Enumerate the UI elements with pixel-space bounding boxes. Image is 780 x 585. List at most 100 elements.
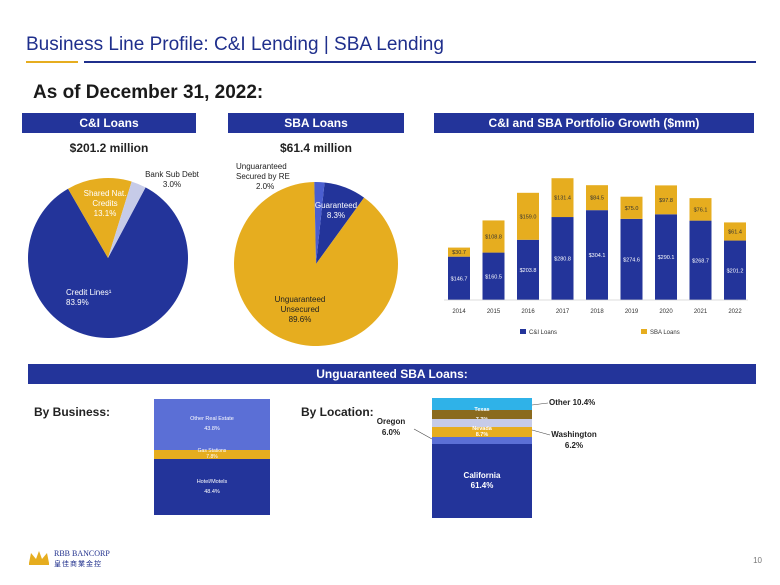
location-callout-lines [413,402,551,440]
business-seg-hotel-motels-name: Hotel/Motels [196,478,228,485]
bar-sba-2014 [448,247,470,257]
x-tick-2014: 2014 [452,309,466,315]
location-seg-nevada: Nevada 8.7% [432,426,532,438]
location-seg-california: California 61.4% [432,444,532,518]
title-rule-accent [26,61,78,63]
ci-label-shared-nat-credits: Shared Nat. Credits 13.1% [80,189,130,219]
sba-label-secured-re-pct: 2.0% [256,182,275,191]
bar-ci-2017 [551,217,574,300]
ci-slice-credit-lines [28,187,189,338]
legend-label-ci: C&I Loans [529,330,557,336]
logo-text-zh: 皇佳商業金控 [54,560,102,568]
ci-label-shared-nat-credits-pct: 13.1% [93,209,117,218]
location-callout-washington-pct: 6.2% [564,441,584,450]
logo-text-en: RBB BANCORP [54,549,110,558]
location-callout-other-pct: 10.4% [572,398,596,407]
page-title: Business Line Profile: C&I Lending | SBA… [26,34,444,55]
sba-label-unguaranteed-unsecured-name: Unguaranteed Unsecured [274,295,326,314]
label-ci-2016: $203.8 [520,268,537,274]
business-seg-gas-stations-name: Gas Stations [197,448,227,455]
sba-label-guaranteed: Guaranteed 8.3% [306,201,366,221]
bar-sba-2016 [517,192,539,240]
legend-swatch-sba [641,329,647,334]
bar-ci-2015 [482,252,505,300]
ci-slice-shared-nat-credits [68,178,132,258]
label-ci-2014: $146.7 [451,276,468,282]
label-ci-2019: $274.6 [623,257,640,263]
x-tick-2022: 2022 [728,309,742,315]
label-ci-2018: $304.1 [589,253,606,259]
business-seg-gas-stations: Gas Stations 7.8% [154,448,270,461]
location-seg-california-name: California [463,471,501,481]
sba-label-unguaranteed-unsecured: Unguaranteed Unsecured 89.6% [262,295,338,325]
label-ci-2020: $290.1 [658,255,675,261]
ci-label-shared-nat-credits-name: Shared Nat. Credits [83,189,127,208]
label-sba-2017: $131.4 [554,196,571,202]
x-tick-2016: 2016 [521,309,535,315]
bar-ci-2016 [517,239,539,300]
business-seg-hotel-motels: Hotel/Motels 48.4% [154,458,270,515]
business-seg-gas-stations-pct: 7.8% [206,454,218,461]
label-sba-2015: $108.8 [485,235,502,241]
sba-label-guaranteed-pct: 8.3% [326,211,346,220]
ci-slice-bank-sub-debt [108,181,146,258]
location-seg-oregon [432,437,532,445]
ci-label-bank-sub-debt-pct: 3.0% [162,180,182,189]
label-ci-2022: $201.2 [727,268,744,274]
location-stack: Texas 7.3% Nevada 8.7% California 61.4% [432,398,532,518]
label-ci-2017: $280.8 [554,257,571,263]
label-sba-2016: $159.0 [520,214,537,220]
unguaranteed-band: Unguaranteed SBA Loans: [28,364,756,384]
legend-label-sba: SBA Loans [650,330,680,336]
x-tick-2019: 2019 [625,309,639,315]
location-callout-other: Other 10.4% [549,398,595,407]
bar-ci-2020 [655,214,677,300]
crown-icon [29,551,49,565]
business-seg-other-real-estate: Other Real Estate 43.8% [154,399,270,450]
location-seg-california-pct: 61.4% [470,481,494,491]
bar-ci-2021 [689,220,712,300]
bar-sba-2018 [586,185,608,211]
location-seg-nevada-pct: 8.7% [475,431,489,438]
label-sba-2018: $84.5 [590,196,604,202]
title-rule [84,61,756,63]
bar-sba-2017 [551,178,574,218]
location-callout-washington-name: Washington [551,430,597,439]
bar-sba-2019 [620,196,643,219]
sba-label-secured-re-name: Unguaranteed Secured by RE [236,162,290,181]
label-sba-2014: $30.7 [452,250,466,256]
location-seg-washington [432,419,532,427]
business-seg-other-real-estate-pct: 43.8% [204,426,220,433]
location-seg-other [432,398,532,411]
sba-slice-unguaranteed-secured-re [314,182,325,264]
bar-ci-2018 [586,210,608,300]
business-seg-hotel-motels-pct: 48.4% [204,488,220,495]
location-callout-washington: Washington 6.2% [546,429,602,451]
location-callout-oregon-name: Oregon [376,417,406,426]
bar-sba-2015 [482,220,505,253]
by-business-label: By Business: [34,405,111,419]
ci-label-credit-lines-pct: 83.9% [66,298,89,307]
location-callout-oregon-pct: 6.0% [381,428,401,437]
ci-label-bank-sub-debt-name: Bank Sub Debt [145,170,199,179]
location-callout-oregon: Oregon 6.0% [370,416,412,438]
bar-sba-2020 [655,185,677,215]
x-tick-2020: 2020 [659,309,673,315]
ci-label-bank-sub-debt: Bank Sub Debt 3.0% [140,170,204,190]
sba-pie-chart [234,182,399,347]
bar-sba-2021 [689,198,712,221]
location-callout-other-name: Other [549,398,571,407]
ci-label-credit-lines: Credit Lines¹ 83.9% [66,288,116,308]
sba-slice-guaranteed [316,182,365,264]
as-of-date: As of December 31, 2022: [33,82,264,103]
sba-label-guaranteed-name: Guaranteed [314,201,358,210]
ci-loans-amount: $201.2 million [69,141,149,155]
sba-slice-unguaranteed-unsecured [234,182,399,347]
ci-pie-chart [28,178,189,338]
business-seg-other-real-estate-name: Other Real Estate [190,416,234,423]
label-ci-2015: $160.5 [485,274,502,280]
label-sba-2020: $97.8 [659,198,673,204]
sba-label-unguaranteed-unsecured-pct: 89.6% [288,315,312,324]
legend-swatch-ci [520,329,526,334]
label-sba-2022: $61.4 [728,229,742,235]
